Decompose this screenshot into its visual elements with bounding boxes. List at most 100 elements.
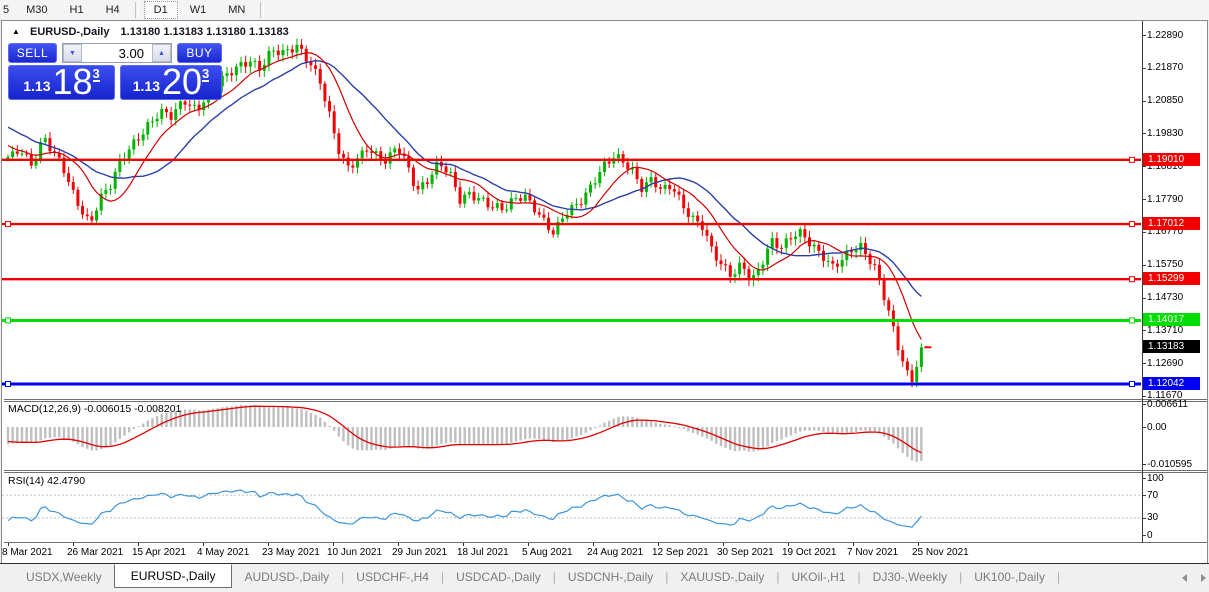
rsi-axis-label: 30 xyxy=(1147,512,1159,524)
rsi-axis-tick xyxy=(1142,535,1146,536)
tab-eurusd-daily[interactable]: EURUSD-,Daily xyxy=(113,564,233,588)
left-arrow-icon xyxy=(1181,574,1187,582)
macd-axis-tick xyxy=(1142,464,1146,465)
date-axis-label: 7 Nov 2021 xyxy=(847,547,899,558)
tab-separator: | xyxy=(776,569,780,584)
date-axis-tick xyxy=(723,543,724,546)
chart-window xyxy=(1,20,1208,565)
price-axis-label: 1.21870 xyxy=(1147,62,1184,74)
rsi-axis-label: 70 xyxy=(1147,489,1159,501)
macd-values: -0.006015 -0.008201 xyxy=(83,403,182,415)
current-price-tag: 1.13183 xyxy=(1143,340,1200,354)
price-axis-label: 1.18810 xyxy=(1147,160,1184,172)
tab-xauusd-daily[interactable]: XAUUSD-,Daily xyxy=(680,569,765,584)
right-arrow-icon xyxy=(1200,574,1206,582)
tf-button-mn[interactable]: MN xyxy=(228,4,246,16)
sell-button[interactable]: SELL xyxy=(8,43,57,63)
tf-button-m30[interactable]: M30 xyxy=(26,4,48,16)
chart-canvas[interactable] xyxy=(2,22,1142,541)
rsi-axis-label: 100 xyxy=(1147,472,1164,484)
volume-spinner: ▼ ▲ xyxy=(61,43,172,63)
tf-button-d1[interactable]: D1 xyxy=(143,1,178,19)
buy-price-pip-fraction: 3 xyxy=(202,66,210,82)
tf-button-5[interactable]: 5 xyxy=(3,4,10,16)
date-axis-label: 29 Jun 2021 xyxy=(392,547,448,558)
price-axis-label: 1.14730 xyxy=(1147,292,1184,303)
rsi-axis-tick xyxy=(1142,495,1146,497)
tab-audusd-daily[interactable]: AUDUSD-,Daily xyxy=(244,569,330,584)
chart-title: ▲ EURUSD-,Daily 1.13180 1.13183 1.13180 … xyxy=(12,26,289,38)
volume-increase-button[interactable]: ▲ xyxy=(151,44,171,62)
toolbar-separator xyxy=(260,2,265,18)
sell-price-box[interactable]: 1.13 18 3 xyxy=(8,61,115,102)
price-axis-tick xyxy=(1142,395,1146,397)
macd-axis-label: 0.006611 xyxy=(1147,398,1188,410)
price-level-tag: 1.15299 xyxy=(1143,272,1200,286)
tf-button-h1[interactable]: H1 xyxy=(69,4,84,16)
price-axis-tick xyxy=(1142,100,1146,102)
chart-tabs: USDX,Weekly EURUSD-,Daily AUDUSD-,Daily | US… xyxy=(14,564,1060,589)
tab-uk100-daily[interactable]: UK100-,Daily xyxy=(974,569,1045,584)
tab-separator: | xyxy=(440,569,445,584)
macd-pane-divider[interactable] xyxy=(4,399,1207,402)
price-level-tag: 1.14017 xyxy=(1143,313,1200,327)
tab-usdchf-h4[interactable]: USDCHF-,H4 xyxy=(356,569,429,584)
date-axis-tick xyxy=(203,543,204,546)
date-axis-divider xyxy=(4,542,1207,543)
macd-caption: MACD(12,26,9) -0.006015 -0.008201 xyxy=(8,403,181,415)
price-axis-separator xyxy=(1142,21,1143,543)
tab-usdcad-daily[interactable]: USDCAD-,Daily xyxy=(456,569,541,584)
tabs-scroll-right-button[interactable] xyxy=(1197,572,1209,584)
date-axis-label: 18 Jul 2021 xyxy=(457,547,509,558)
tab-usdx-weekly[interactable]: USDX,Weekly xyxy=(26,569,102,584)
date-axis-label: 25 Nov 2021 xyxy=(912,547,969,558)
price-axis-label: 1.17790 xyxy=(1147,193,1184,205)
tab-separator: | xyxy=(1056,569,1061,584)
price-axis-tick xyxy=(1142,133,1146,135)
tf-button-w1[interactable]: W1 xyxy=(189,4,207,16)
tab-usdcnh-daily[interactable]: USDCNH-,Daily xyxy=(567,569,654,584)
tab-separator: | xyxy=(341,569,345,584)
tab-separator: | xyxy=(552,569,556,584)
date-axis-label: 30 Sep 2021 xyxy=(717,547,774,558)
tab-dj30-weekly[interactable]: DJ30-,Weekly xyxy=(872,569,948,584)
price-axis-tick xyxy=(1142,199,1146,201)
chart-ohlc-readout: 1.13180 1.13183 1.13180 1.13183 xyxy=(120,26,289,38)
rsi-caption: RSI(14) 42.4790 xyxy=(8,475,85,487)
date-axis[interactable]: 8 Mar 2021 26 Mar 2021 15 Apr 2021 4 May 20… xyxy=(2,543,1205,562)
rsi-axis-label: 0 xyxy=(1147,529,1153,541)
date-axis-tick xyxy=(463,543,464,546)
price-axis-label: 1.20850 xyxy=(1147,95,1184,107)
date-axis-tick xyxy=(398,543,399,546)
tabs-scroll-left-button[interactable] xyxy=(1178,572,1190,584)
macd-label: MACD(12,26,9) xyxy=(8,403,81,415)
date-axis-tick xyxy=(788,543,789,546)
tab-ukoil-h1[interactable]: UKOil-,H1 xyxy=(791,569,846,584)
macd-axis-tick xyxy=(1142,404,1146,405)
date-axis-tick xyxy=(333,543,334,546)
tf-button-h4[interactable]: H4 xyxy=(105,4,120,16)
price-level-tag: 1.17012 xyxy=(1143,217,1200,231)
volume-input[interactable] xyxy=(81,44,152,62)
rsi-pane-divider[interactable] xyxy=(4,470,1207,473)
buy-button[interactable]: BUY xyxy=(176,43,222,63)
price-axis-tick xyxy=(1142,330,1146,332)
timeframe-toolbar: 5 M30 H1 H4 D1 W1 MN xyxy=(0,0,1209,21)
price-level-tag: 1.12042 xyxy=(1143,376,1200,390)
collapse-triangle-icon[interactable]: ▲ xyxy=(12,27,20,36)
date-axis-tick xyxy=(73,543,74,546)
buy-price-big-digits: 20 xyxy=(161,61,203,102)
chart-tab-bar: USDX,Weekly EURUSD-,Daily AUDUSD-,Daily | US… xyxy=(0,563,1209,592)
date-axis-label: 10 Jun 2021 xyxy=(327,547,383,558)
price-axis-label: 1.12690 xyxy=(1147,357,1184,369)
volume-decrease-button[interactable]: ▼ xyxy=(62,44,82,62)
date-axis-tick xyxy=(853,543,854,546)
date-axis-tick xyxy=(528,543,529,546)
buy-price-box[interactable]: 1.13 20 3 xyxy=(120,61,222,102)
date-axis-tick xyxy=(593,543,594,546)
one-click-trading-panel: SELL ▼ ▲ BUY 1.13 18 3 1.13 20 3 xyxy=(8,43,222,100)
date-axis-label: 24 Aug 2021 xyxy=(587,547,644,558)
tab-separator: | xyxy=(857,569,861,584)
sell-price-big-digits: 18 xyxy=(52,61,93,102)
